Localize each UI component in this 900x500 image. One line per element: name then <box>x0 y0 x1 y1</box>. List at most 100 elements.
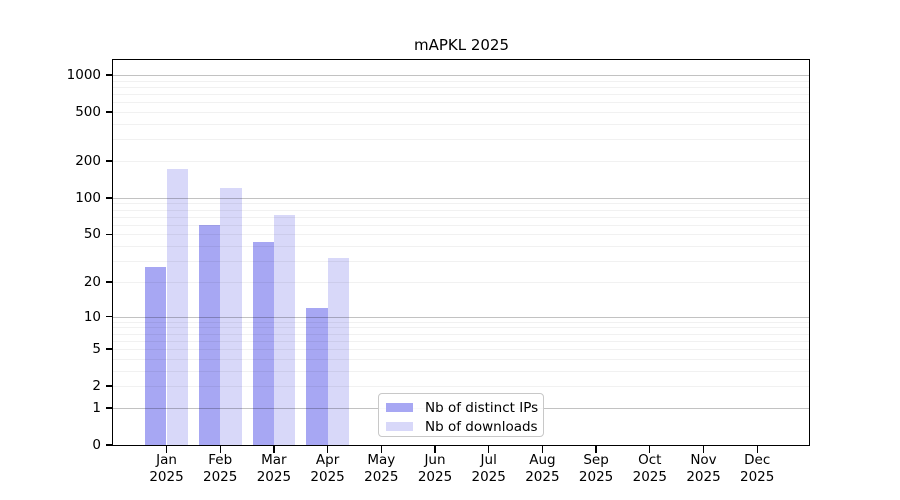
x-tick-label: Sep 2025 <box>556 452 636 486</box>
gridline-minor <box>113 216 809 218</box>
y-tick-mark <box>106 74 113 76</box>
y-tick-label: 100 <box>75 189 101 206</box>
x-tick-year: 2025 <box>686 469 721 485</box>
y-tick-label: 2 <box>92 378 101 395</box>
x-tick-mark <box>541 446 544 453</box>
gridline-minor <box>113 124 809 126</box>
x-tick-month: Apr <box>315 452 340 468</box>
x-tick-mark <box>326 446 329 453</box>
x-tick-mark <box>273 446 275 453</box>
legend-item-downloads: Nb of downloads <box>386 417 543 436</box>
gridline-minor <box>113 112 809 114</box>
y-tick-label: 1000 <box>66 67 101 84</box>
gridline-minor <box>113 161 809 163</box>
gridline-major <box>113 197 809 199</box>
bar-distinct-ips <box>198 224 221 445</box>
y-tick-mark <box>106 281 113 283</box>
gridline-minor <box>113 224 809 226</box>
chart-title: mAPKL 2025 <box>413 36 510 54</box>
gridline-minor <box>113 86 809 88</box>
gridline-major <box>113 75 809 77</box>
x-tick-month: Jul <box>480 452 497 468</box>
x-tick-year: 2025 <box>364 469 399 485</box>
x-tick-month: Sep <box>583 452 609 468</box>
x-tick-month: Nov <box>690 452 717 468</box>
x-tick-year: 2025 <box>149 469 184 485</box>
y-tick-mark <box>106 233 113 236</box>
x-tick-mark <box>649 446 651 453</box>
x-tick-label: Aug 2025 <box>502 452 582 486</box>
gridline-minor <box>113 102 809 104</box>
legend: Nb of distinct IPs Nb of downloads <box>378 393 544 437</box>
x-tick-label: Apr 2025 <box>288 452 368 486</box>
bar-distinct-ips <box>145 266 167 445</box>
x-tick-month: Oct <box>638 452 662 468</box>
gridline-minor <box>113 203 809 205</box>
y-tick-mark <box>106 315 113 318</box>
x-tick-mark <box>380 446 382 453</box>
x-tick-year: 2025 <box>417 469 453 485</box>
x-tick-mark <box>702 446 705 453</box>
y-tick-label: 10 <box>83 308 101 325</box>
x-tick-month: Mar <box>261 452 287 468</box>
x-tick-label: Jul 2025 <box>449 452 529 486</box>
gridline-minor <box>113 327 809 329</box>
x-tick-mark <box>165 446 168 453</box>
x-tick-year: 2025 <box>525 469 560 485</box>
bar-downloads <box>327 257 349 445</box>
gridline-minor <box>113 209 809 211</box>
bar-downloads <box>273 214 296 445</box>
legend-swatch-distinct-ips <box>386 403 413 412</box>
y-tick-mark <box>106 385 113 387</box>
x-tick-year: 2025 <box>203 469 238 485</box>
x-tick-mark <box>219 446 221 453</box>
gridline-minor <box>113 281 809 283</box>
x-tick-month: Jan <box>156 452 177 468</box>
legend-label-distinct-ips: Nb of distinct IPs <box>425 399 539 416</box>
x-tick-month: Dec <box>744 452 771 468</box>
y-tick-label: 5 <box>92 341 101 358</box>
x-tick-month: Jun <box>424 452 446 468</box>
x-tick-mark <box>595 446 597 453</box>
legend-item-distinct-ips: Nb of distinct IPs <box>386 398 543 417</box>
y-tick-label: 0 <box>92 437 101 453</box>
x-tick-year: 2025 <box>471 469 506 485</box>
y-tick-mark <box>106 348 113 350</box>
x-tick-label: May 2025 <box>341 452 421 486</box>
bar-distinct-ips <box>252 242 274 445</box>
y-tick-mark <box>106 407 113 409</box>
gridline-minor <box>113 358 809 360</box>
y-tick-mark <box>106 444 113 446</box>
y-tick-mark <box>106 197 113 199</box>
x-tick-year: 2025 <box>740 469 775 485</box>
y-tick-label: 20 <box>83 273 101 290</box>
x-tick-label: Dec 2025 <box>717 452 797 486</box>
x-tick-month: May <box>367 452 396 468</box>
x-tick-mark <box>756 446 758 453</box>
gridline-minor <box>113 234 809 236</box>
y-tick-label: 500 <box>75 104 101 121</box>
gridline-major <box>113 316 809 318</box>
gridline-minor <box>113 370 809 372</box>
gridline-minor <box>113 94 809 96</box>
gridline-minor <box>113 340 809 342</box>
gridline-minor <box>113 349 809 351</box>
gridline-minor <box>113 261 809 263</box>
x-tick-year: 2025 <box>632 469 667 485</box>
gridline-minor <box>113 333 809 335</box>
x-tick-year: 2025 <box>256 469 292 485</box>
gridline-minor <box>113 246 809 248</box>
x-tick-year: 2025 <box>578 469 614 485</box>
y-tick-mark <box>106 160 113 162</box>
x-tick-mark <box>488 446 490 453</box>
x-tick-month: Aug <box>529 452 556 468</box>
gridline-minor <box>113 80 809 82</box>
x-tick-label: Nov 2025 <box>664 452 744 486</box>
x-tick-month: Feb <box>208 452 233 468</box>
gridline-minor <box>113 386 809 388</box>
bar-downloads <box>166 168 188 445</box>
y-tick-label: 200 <box>75 153 101 170</box>
gridline-minor <box>113 321 809 323</box>
x-tick-mark <box>434 446 436 453</box>
